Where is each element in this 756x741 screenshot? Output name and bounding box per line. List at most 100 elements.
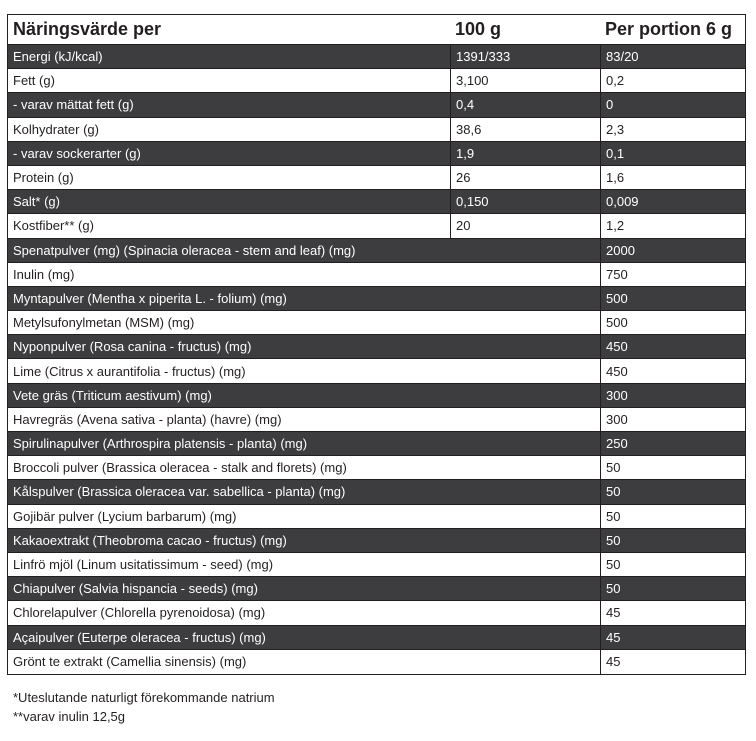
nutrient-name: Protein (g) — [13, 170, 74, 186]
value-per-100g — [450, 359, 600, 382]
table-row: Chlorelapulver (Chlorella pyrenoidosa) (… — [8, 601, 745, 626]
value-per-100g — [450, 384, 600, 407]
table-row: Gojibär pulver (Lycium barbarum) (mg) 50 — [8, 504, 745, 529]
value-per-100g: 0,4 — [450, 93, 600, 117]
nutrient-name: Metylsufonylmetan (MSM) (mg) — [13, 315, 195, 331]
value-per-portion: 450 — [600, 359, 745, 383]
value-per-100g — [450, 432, 600, 455]
table-row: Energi (kJ/kcal) 1391/333 83/20 — [8, 45, 745, 70]
value-per-portion: 450 — [600, 335, 745, 359]
value-per-100g — [450, 601, 600, 624]
value-per-100g — [450, 553, 600, 576]
value-per-100g — [450, 263, 600, 286]
value-per-100g — [450, 505, 600, 528]
table-row: - varav mättat fett (g) 0,4 0 — [8, 93, 745, 118]
footnote-fiber: **varav inulin 12,5g — [13, 709, 126, 724]
value-per-100g — [450, 239, 600, 262]
value-per-portion: 45 — [600, 649, 745, 674]
footnotes: *Uteslutande naturligt förekommande natr… — [13, 688, 275, 726]
table-row: Protein (g) 26 1,6 — [8, 165, 745, 191]
value-per-100g: 0,150 — [450, 190, 600, 214]
nutrient-name: Açaipulver (Euterpe oleracea - fructus) … — [13, 629, 266, 645]
header-per-100g: 100 g — [455, 19, 502, 39]
value-per-portion: 2000 — [600, 238, 745, 262]
nutrient-name: Kolhydrater (g) — [13, 121, 99, 137]
value-per-100g — [450, 456, 600, 479]
table-row: Kolhydrater (g) 38,6 2,3 — [8, 117, 745, 142]
value-per-portion: 300 — [600, 383, 745, 407]
table-row: Myntapulver (Mentha x piperita L. - foli… — [8, 286, 745, 312]
value-per-portion: 1,2 — [600, 214, 745, 238]
nutrient-name: Kostfiber** (g) — [13, 218, 94, 234]
value-per-portion: 50 — [600, 577, 745, 601]
value-per-portion: 2,3 — [600, 117, 745, 141]
table-row: Salt* (g) 0,150 0,009 — [8, 190, 745, 215]
nutrient-name: Linfrö mjöl (Linum usitatissimum - seed)… — [13, 557, 274, 573]
table-row: Kålspulver (Brassica oleracea var. sabel… — [8, 480, 745, 505]
nutrient-name: Nyponpulver (Rosa canina - fructus) (mg) — [13, 339, 252, 355]
value-per-100g: 3,100 — [450, 69, 600, 93]
value-per-100g — [450, 529, 600, 552]
table-row: Spenatpulver (mg) (Spinacia oleracea - s… — [8, 238, 745, 263]
value-per-100g — [450, 335, 600, 358]
value-per-100g: 26 — [450, 165, 600, 190]
value-per-portion: 500 — [600, 311, 745, 335]
nutrient-name: Grönt te extrakt (Camellia sinensis) (mg… — [13, 654, 247, 670]
nutrient-name: - varav sockerarter (g) — [13, 145, 141, 161]
table-row: Vete gräs (Triticum aestivum) (mg) 300 — [8, 383, 745, 408]
nutrient-name: Havregräs (Avena sativa - planta) (havre… — [13, 411, 282, 427]
header-per-portion: Per portion 6 g — [605, 19, 733, 39]
value-per-100g — [450, 480, 600, 503]
table-row: Açaipulver (Euterpe oleracea - fructus) … — [8, 625, 745, 650]
value-per-100g: 1391/333 — [450, 45, 600, 69]
value-per-portion: 750 — [600, 262, 745, 286]
nutrient-name: Salt* (g) — [13, 194, 60, 210]
table-row: Fett (g) 3,100 0,2 — [8, 69, 745, 94]
nutrient-name: Kålspulver (Brassica oleracea var. sabel… — [13, 484, 346, 500]
table-row: Nyponpulver (Rosa canina - fructus) (mg)… — [8, 335, 745, 360]
value-per-100g: 38,6 — [450, 117, 600, 141]
table-header: Näringsvärde per 100 g Per portion 6 g — [8, 15, 745, 45]
nutrient-name: Spenatpulver (mg) (Spinacia oleracea - s… — [13, 242, 356, 258]
value-per-100g: 1,9 — [450, 141, 600, 165]
value-per-portion: 45 — [600, 625, 745, 649]
value-per-100g — [450, 650, 600, 674]
header-nutrient: Näringsvärde per — [13, 19, 162, 39]
nutrient-name: Spirulinapulver (Arthrospira platensis -… — [13, 436, 308, 452]
nutrient-name: Myntapulver (Mentha x piperita L. - foli… — [13, 290, 287, 306]
table-row: Kostfiber** (g) 20 1,2 — [8, 214, 745, 239]
table-row: Kakaoextrakt (Theobroma cacao - fructus)… — [8, 528, 745, 553]
value-per-portion: 83/20 — [600, 45, 745, 69]
nutrient-name: Chlorelapulver (Chlorella pyrenoidosa) (… — [13, 605, 266, 621]
footnote-salt: *Uteslutande naturligt förekommande natr… — [13, 690, 275, 705]
nutrient-name: Energi (kJ/kcal) — [13, 49, 103, 65]
nutrient-name: Chiapulver (Salvia hispancia - seeds) (m… — [13, 581, 258, 597]
value-per-portion: 45 — [600, 601, 745, 625]
value-per-100g — [450, 287, 600, 310]
table-row: Broccoli pulver (Brassica oleracea - sta… — [8, 456, 745, 481]
table-row: Havregräs (Avena sativa - planta) (havre… — [8, 407, 745, 432]
value-per-portion: 250 — [600, 432, 745, 456]
nutrient-name: Broccoli pulver (Brassica oleracea - sta… — [13, 460, 347, 476]
value-per-100g — [450, 626, 600, 649]
value-per-portion: 500 — [600, 286, 745, 311]
value-per-portion: 50 — [600, 552, 745, 577]
value-per-portion: 50 — [600, 504, 745, 528]
table-row: Metylsufonylmetan (MSM) (mg) 500 — [8, 311, 745, 336]
nutrient-name: - varav mättat fett (g) — [13, 97, 134, 113]
value-per-portion: 0 — [600, 93, 745, 117]
table-row: Linfrö mjöl (Linum usitatissimum - seed)… — [8, 552, 745, 578]
table-row: Grönt te extrakt (Camellia sinensis) (mg… — [8, 649, 745, 674]
value-per-100g: 20 — [450, 214, 600, 238]
nutrient-name: Lime (Citrus x aurantifolia - fructus) (… — [13, 363, 246, 379]
value-per-portion: 0,1 — [600, 141, 745, 165]
value-per-100g — [450, 408, 600, 431]
value-per-100g — [450, 577, 600, 600]
table-row: Chiapulver (Salvia hispancia - seeds) (m… — [8, 577, 745, 602]
value-per-portion: 50 — [600, 456, 745, 480]
value-per-portion: 0,009 — [600, 190, 745, 214]
table-row: Spirulinapulver (Arthrospira platensis -… — [8, 432, 745, 457]
nutrient-name: Inulin (mg) — [13, 266, 75, 282]
table-row: - varav sockerarter (g) 1,9 0,1 — [8, 141, 745, 166]
value-per-portion: 300 — [600, 407, 745, 431]
